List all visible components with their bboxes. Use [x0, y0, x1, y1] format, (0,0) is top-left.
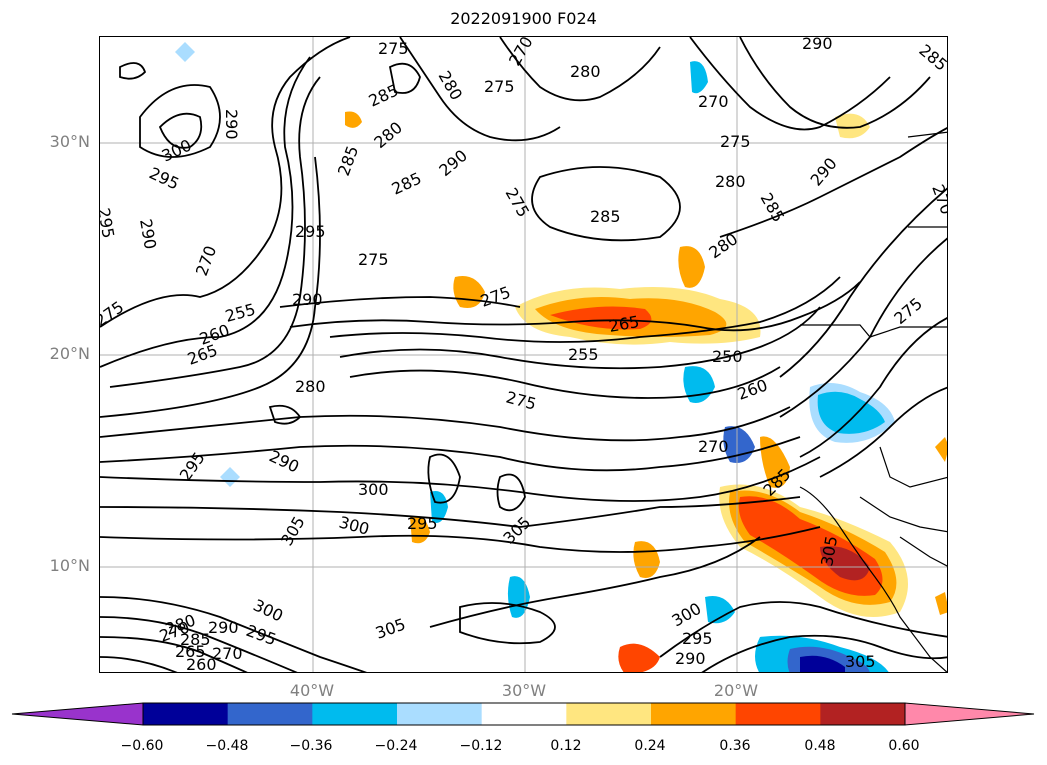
colorbar-segment [481, 703, 567, 725]
contour-label: 305 [373, 614, 408, 642]
contour-label: 285 [590, 207, 621, 226]
contour-label: 270 [928, 182, 948, 217]
shaded-anomalies [175, 42, 947, 672]
contour-label: 265 [185, 340, 220, 368]
colorbar-tick: −0.36 [289, 738, 333, 754]
colorbar-segment [735, 703, 821, 725]
contour-label: 270 [698, 437, 729, 456]
contour-map: 275 280 275 270 280 290 285 285 270 275 … [100, 37, 948, 673]
contour-label: 270 [698, 92, 729, 111]
colorbar-frame [142, 702, 906, 726]
colorbar-tick: 0.48 [804, 738, 836, 754]
contour-label: 280 [435, 68, 467, 104]
colorbar-tick: −0.60 [120, 738, 164, 754]
colorbar-segment [397, 703, 483, 725]
contour-label: 275 [502, 185, 534, 221]
contour-label: 260 [735, 375, 770, 403]
contour-label: 285 [915, 41, 948, 75]
coastlines [799, 131, 947, 672]
contour-label: 305 [277, 513, 309, 549]
contour-label: 280 [705, 229, 741, 262]
colorbar-tick: −0.12 [459, 738, 503, 754]
contour-label: 275 [890, 294, 926, 328]
contour-label: 265 [175, 642, 206, 661]
latitude-label: 10°N [49, 556, 90, 575]
colorbar-segment [820, 703, 906, 725]
contour-label: 275 [720, 132, 751, 151]
colorbar-tick: 0.36 [719, 738, 751, 754]
contour-label: 295 [176, 448, 209, 484]
contour-label: 275 [504, 388, 538, 414]
colorbar-extend-low [11, 702, 144, 726]
colorbar [11, 702, 1035, 726]
latitude-label: 30°N [49, 132, 90, 151]
colorbar-tick: 0.60 [888, 738, 920, 754]
colorbar-extend-high [904, 702, 1035, 726]
contour-label: 295 [100, 206, 118, 239]
contour-label: 295 [407, 514, 438, 533]
contour-label: 295 [682, 629, 713, 648]
contour-label: 285 [180, 630, 211, 649]
colorbar-segment [566, 703, 652, 725]
contour-label: 275 [358, 250, 389, 269]
contour-label: 275 [484, 77, 515, 96]
colorbar-segment [651, 703, 737, 725]
colorbar-segment [227, 703, 313, 725]
map-panel: 275 280 275 270 280 290 285 285 270 275 … [99, 36, 948, 673]
colorbar-segments [11, 702, 1035, 726]
contour-label: 255 [568, 345, 599, 364]
contour-label: 290 [802, 37, 833, 53]
contour-label: 295 [244, 621, 279, 649]
colorbar-tick: 0.12 [550, 738, 582, 754]
contour-label: 290 [136, 217, 160, 250]
latitude-label: 20°N [49, 344, 90, 363]
colorbar-tick: −0.24 [374, 738, 418, 754]
longitude-label: 20°W [713, 681, 759, 700]
colorbar-segment [312, 703, 398, 725]
contour-label: 295 [295, 222, 326, 241]
contour-label: 300 [159, 135, 195, 165]
contour-label: 300 [669, 599, 705, 631]
longitude-label: 40°W [289, 681, 335, 700]
contour-label: 270 [212, 644, 243, 663]
contour-label: 295 [146, 163, 182, 193]
contour-label: 280 [370, 118, 406, 152]
contour-label: 290 [222, 109, 241, 140]
contour-label: 275 [100, 297, 127, 330]
contour-label: 300 [250, 595, 286, 625]
contour-label: 280 [715, 172, 746, 191]
contour-label: 290 [208, 618, 239, 637]
contour-label: 250 [712, 347, 743, 366]
contour-label: 290 [292, 290, 323, 309]
contour-label: 290 [266, 446, 302, 476]
contour-label: 285 [389, 168, 425, 198]
contour-label: 285 [334, 143, 362, 178]
contour-label: 290 [435, 146, 471, 180]
colorbar-tick: 0.24 [634, 738, 666, 754]
contour-label: 270 [192, 243, 220, 278]
contour-label: 280 [570, 62, 601, 81]
contour-label: 300 [337, 513, 371, 539]
contour-label: 300 [358, 480, 389, 499]
colorbar-tick: −0.48 [205, 738, 249, 754]
colorbar-segment [143, 703, 229, 725]
map-title: 2022091900 F024 [450, 9, 597, 28]
contour-label: 305 [499, 513, 534, 548]
contour-label: 275 [478, 282, 513, 310]
longitude-label: 30°W [501, 681, 547, 700]
contour-label: 305 [845, 652, 876, 671]
contour-label: 285 [366, 80, 402, 110]
contour-label: 260 [186, 655, 217, 673]
contour-label: 280 [295, 377, 326, 396]
contour-lines [100, 37, 947, 672]
contour-label: 290 [807, 154, 841, 190]
graticule [100, 37, 947, 672]
contour-label: 285 [757, 190, 789, 226]
contour-label: 290 [675, 649, 706, 668]
contour-label: 275 [378, 39, 409, 58]
contour-label: 270 [505, 37, 537, 69]
